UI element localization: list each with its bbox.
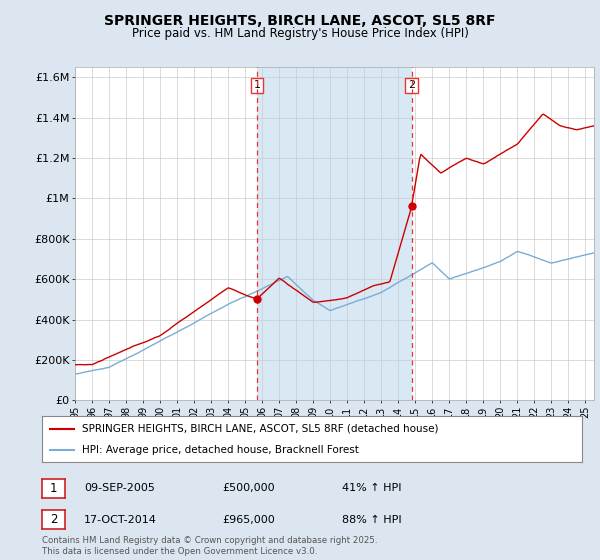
Text: £965,000: £965,000 — [222, 515, 275, 525]
Text: SPRINGER HEIGHTS, BIRCH LANE, ASCOT, SL5 8RF (detached house): SPRINGER HEIGHTS, BIRCH LANE, ASCOT, SL5… — [83, 423, 439, 433]
Text: 88% ↑ HPI: 88% ↑ HPI — [342, 515, 401, 525]
Text: 2: 2 — [50, 513, 57, 526]
Text: 2: 2 — [408, 81, 415, 90]
Text: 17-OCT-2014: 17-OCT-2014 — [84, 515, 157, 525]
Text: 1: 1 — [253, 81, 260, 90]
Text: Contains HM Land Registry data © Crown copyright and database right 2025.
This d: Contains HM Land Registry data © Crown c… — [42, 536, 377, 556]
Text: Price paid vs. HM Land Registry's House Price Index (HPI): Price paid vs. HM Land Registry's House … — [131, 27, 469, 40]
Text: 41% ↑ HPI: 41% ↑ HPI — [342, 483, 401, 493]
Text: £500,000: £500,000 — [222, 483, 275, 493]
Text: 1: 1 — [50, 482, 57, 495]
Text: SPRINGER HEIGHTS, BIRCH LANE, ASCOT, SL5 8RF: SPRINGER HEIGHTS, BIRCH LANE, ASCOT, SL5… — [104, 14, 496, 28]
Text: HPI: Average price, detached house, Bracknell Forest: HPI: Average price, detached house, Brac… — [83, 445, 359, 455]
Bar — [257, 67, 412, 400]
Text: 09-SEP-2005: 09-SEP-2005 — [84, 483, 155, 493]
